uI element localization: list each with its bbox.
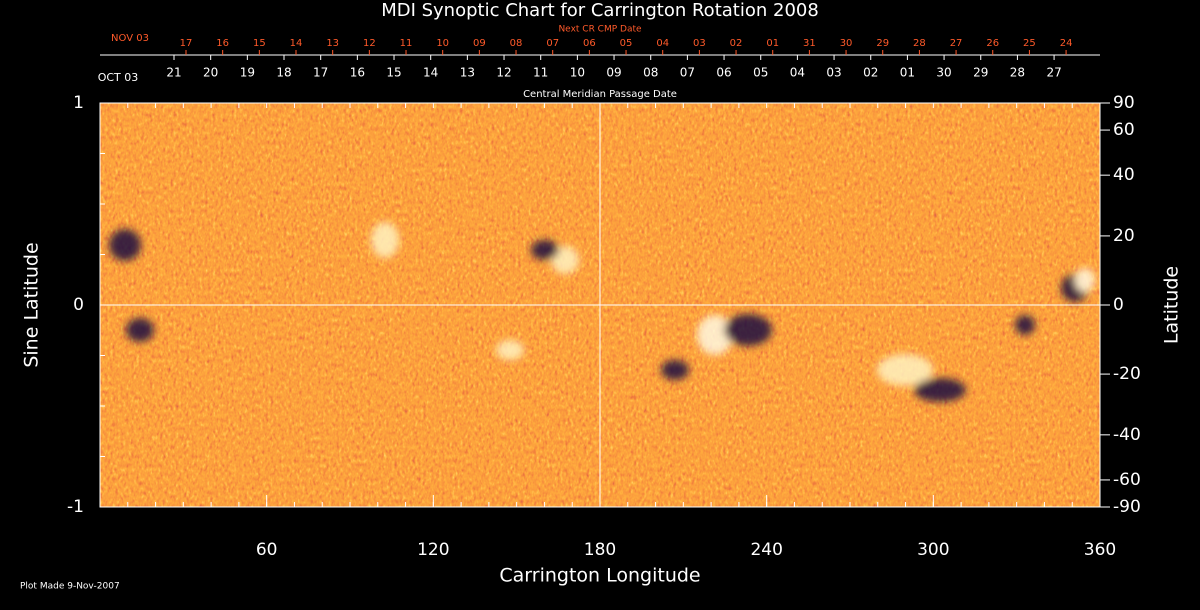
date-label: 02 — [730, 38, 743, 49]
date-label: 30 — [840, 38, 853, 49]
date-label: 17 — [313, 66, 328, 80]
date-label: 13 — [326, 38, 339, 49]
date-label: 10 — [570, 66, 585, 80]
date-label: 19 — [240, 66, 255, 80]
date-label: 28 — [913, 38, 926, 49]
date-label: 06 — [583, 38, 596, 49]
date-label: 04 — [790, 66, 805, 80]
date-label: 14 — [290, 38, 303, 49]
date-label: 05 — [753, 66, 768, 80]
date-label: 05 — [620, 38, 633, 49]
date-label: 06 — [716, 66, 731, 80]
date-label: 15 — [386, 66, 401, 80]
footer: Plot Made 9-Nov-2007 — [20, 582, 120, 592]
x-tick-label: 300 — [917, 540, 949, 560]
date-label: 08 — [510, 38, 523, 49]
next-cmp-label: Next CR CMP Date — [558, 25, 642, 35]
y2-tick-label: -40 — [1113, 425, 1141, 445]
y2-axis-label: Latitude — [1161, 266, 1183, 344]
y-tick-label: 1 — [73, 93, 84, 113]
y2-tick-label: 40 — [1113, 165, 1135, 185]
date-label: 26 — [986, 38, 999, 49]
date-label: 21 — [166, 66, 181, 80]
y2-tick-label: 20 — [1113, 226, 1135, 246]
date-label: 08 — [643, 66, 658, 80]
date-label: 30 — [936, 66, 951, 80]
y-tick-label: 0 — [73, 295, 84, 315]
x-tick-label: 360 — [1084, 540, 1116, 560]
date-label: 07 — [546, 38, 559, 49]
cmp-label: Central Meridian Passage Date — [523, 89, 677, 100]
x-tick-label: 240 — [750, 540, 782, 560]
date-label: 15 — [253, 38, 266, 49]
date-label: 31 — [803, 38, 816, 49]
y2-tick-label: -90 — [1113, 497, 1141, 517]
y2-tick-label: -60 — [1113, 470, 1141, 490]
date-label: 12 — [363, 38, 376, 49]
date-label: 09 — [473, 38, 486, 49]
next-cmp-start: NOV 03 — [111, 33, 149, 44]
active-regions — [109, 222, 1095, 402]
date-label: 11 — [400, 38, 413, 49]
date-label: 14 — [423, 66, 438, 80]
y2-tick-label: -20 — [1113, 364, 1141, 384]
date-label: 20 — [203, 66, 218, 80]
date-label: 01 — [900, 66, 915, 80]
date-label: 16 — [216, 38, 229, 49]
y2-tick-label: 60 — [1113, 120, 1135, 140]
date-label: 18 — [276, 66, 291, 80]
y-tick-label: -1 — [67, 497, 84, 517]
date-label: 27 — [950, 38, 963, 49]
date-label: 09 — [606, 66, 621, 80]
date-label: 28 — [1010, 66, 1025, 80]
x-tick-label: 180 — [584, 540, 616, 560]
date-label: 04 — [656, 38, 669, 49]
chart-title: MDI Synoptic Chart for Carrington Rotati… — [381, 0, 819, 21]
cmp-start: OCT 03 — [98, 71, 139, 84]
date-label: 01 — [766, 38, 779, 49]
date-label: 13 — [460, 66, 475, 80]
date-label: 03 — [693, 38, 706, 49]
date-label: 25 — [1023, 38, 1036, 49]
date-label: 24 — [1060, 38, 1073, 49]
date-label: 29 — [876, 38, 889, 49]
y-axis-label: Sine Latitude — [21, 242, 43, 367]
date-label: 10 — [436, 38, 449, 49]
x-tick-label: 60 — [256, 540, 278, 560]
date-label: 12 — [496, 66, 511, 80]
x-tick-label: 120 — [417, 540, 449, 560]
y2-tick-label: 0 — [1113, 295, 1124, 315]
x-axis-label: Carrington Longitude — [499, 565, 700, 587]
date-label: 17 — [180, 38, 193, 49]
y2-tick-label: 90 — [1113, 93, 1135, 113]
date-label: 02 — [863, 66, 878, 80]
date-label: 07 — [680, 66, 695, 80]
date-label: 03 — [826, 66, 841, 80]
date-label: 27 — [1046, 66, 1061, 80]
date-label: 29 — [973, 66, 988, 80]
date-label: 11 — [533, 66, 548, 80]
date-label: 16 — [350, 66, 365, 80]
